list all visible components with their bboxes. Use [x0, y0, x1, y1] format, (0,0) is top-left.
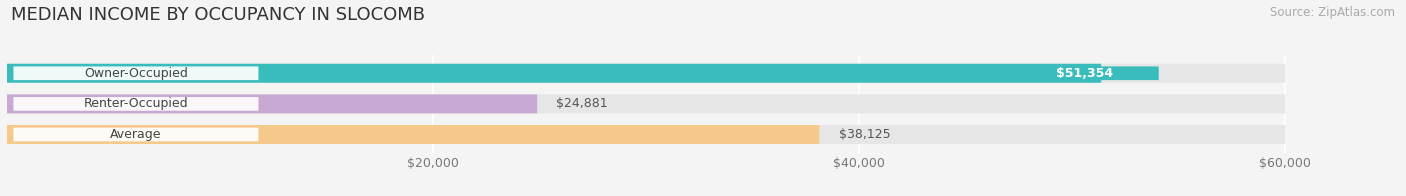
FancyBboxPatch shape	[7, 94, 537, 113]
FancyBboxPatch shape	[14, 97, 259, 111]
Text: $38,125: $38,125	[838, 128, 890, 141]
FancyBboxPatch shape	[7, 125, 820, 144]
FancyBboxPatch shape	[14, 128, 259, 141]
Text: $51,354: $51,354	[1056, 67, 1112, 80]
Text: Renter-Occupied: Renter-Occupied	[83, 97, 188, 110]
FancyBboxPatch shape	[7, 125, 1285, 144]
FancyBboxPatch shape	[7, 64, 1285, 83]
FancyBboxPatch shape	[14, 66, 259, 80]
FancyBboxPatch shape	[7, 94, 1285, 113]
Text: MEDIAN INCOME BY OCCUPANCY IN SLOCOMB: MEDIAN INCOME BY OCCUPANCY IN SLOCOMB	[11, 6, 425, 24]
Text: Source: ZipAtlas.com: Source: ZipAtlas.com	[1270, 6, 1395, 19]
Text: $24,881: $24,881	[557, 97, 607, 110]
Text: Owner-Occupied: Owner-Occupied	[84, 67, 188, 80]
Text: Average: Average	[110, 128, 162, 141]
FancyBboxPatch shape	[7, 64, 1101, 83]
FancyBboxPatch shape	[1010, 66, 1159, 80]
